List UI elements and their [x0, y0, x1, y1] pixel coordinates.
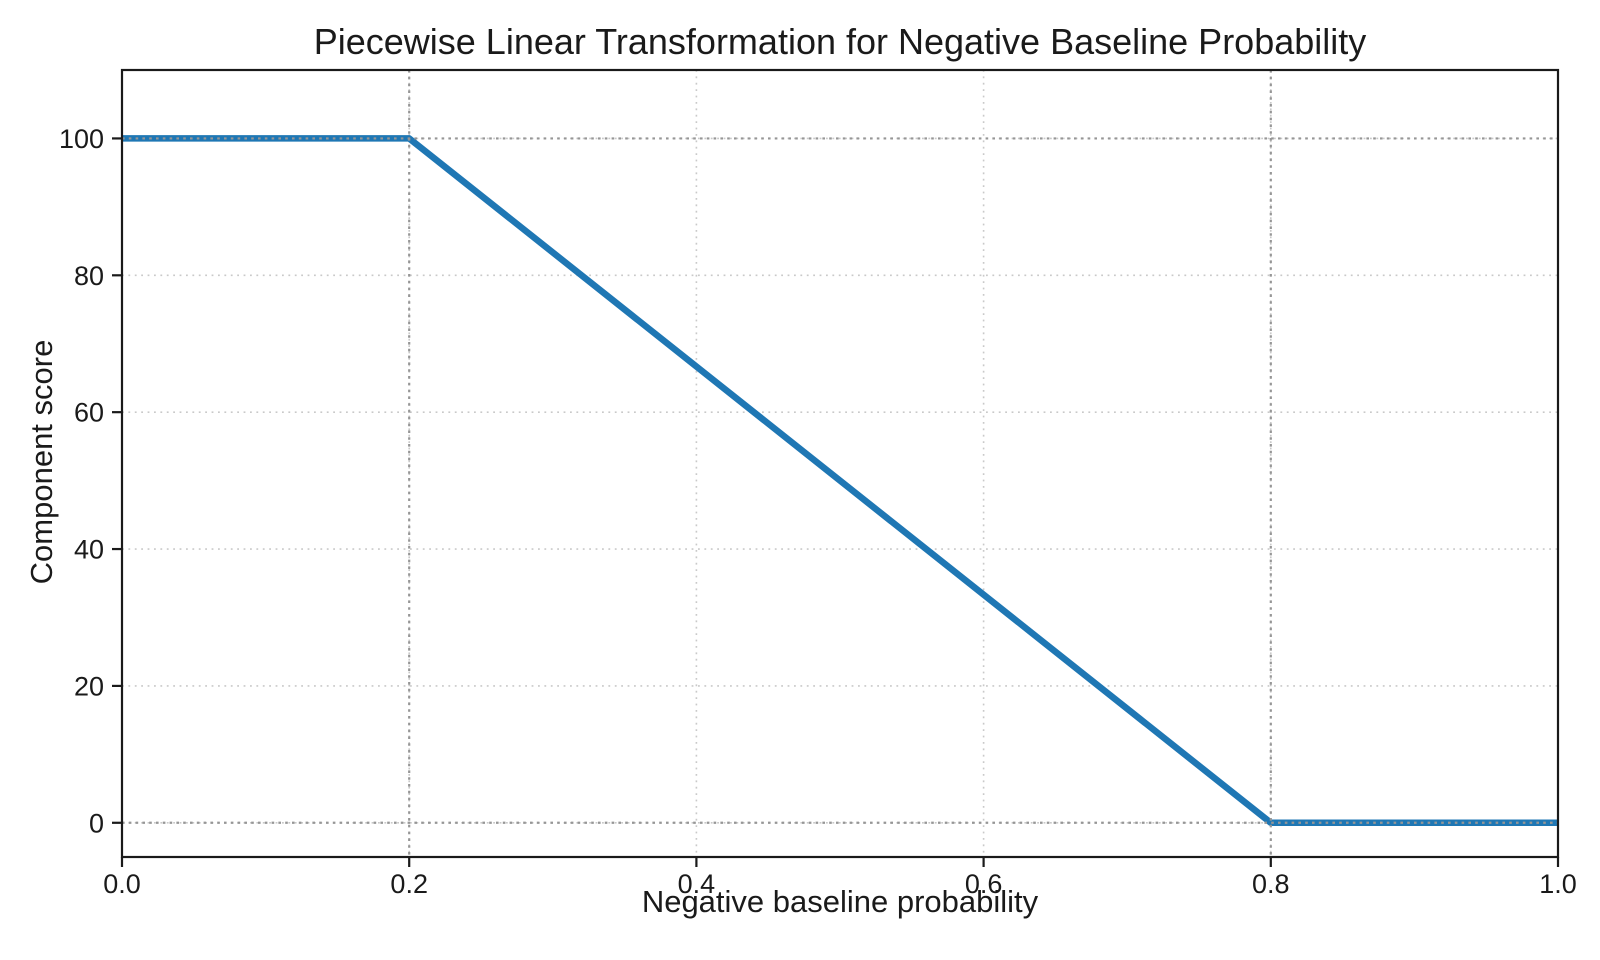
x-tick-label: 0.6 — [965, 869, 1003, 899]
x-tick-label: 0.0 — [103, 869, 141, 899]
x-tick-label: 0.4 — [678, 869, 716, 899]
y-tick-label: 80 — [74, 261, 104, 291]
y-tick-label: 100 — [59, 124, 104, 154]
y-tick-label: 0 — [89, 808, 104, 838]
y-tick-label: 60 — [74, 398, 104, 428]
y-tick-label: 40 — [74, 535, 104, 565]
chart-title: Piecewise Linear Transformation for Nega… — [313, 21, 1367, 62]
plot-border — [120, 68, 1560, 859]
x-tick-label: 0.8 — [1252, 869, 1290, 899]
x-tick-label: 0.2 — [390, 869, 428, 899]
piecewise-data-line — [122, 135, 1558, 827]
y-tick-label: 20 — [74, 671, 104, 701]
x-tick-label: 1.0 — [1539, 869, 1577, 899]
x-axis-label: Negative baseline probability — [641, 884, 1039, 919]
